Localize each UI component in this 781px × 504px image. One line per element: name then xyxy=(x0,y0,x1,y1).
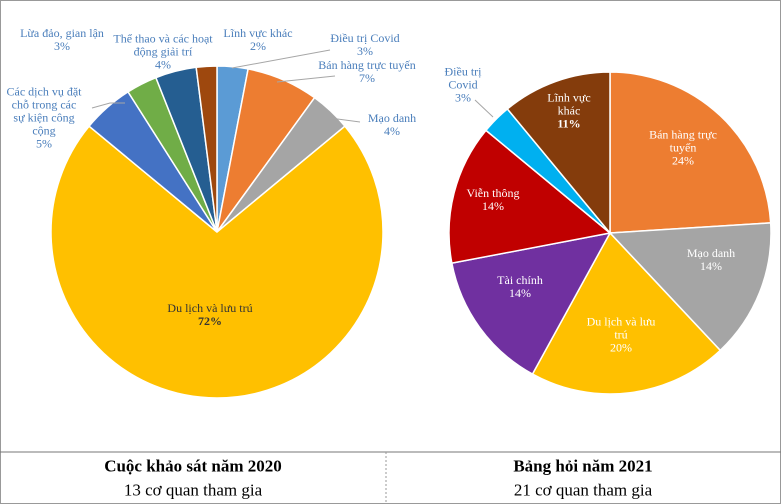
category-label: Bán hàng trực tuyến xyxy=(649,127,717,155)
leader-line xyxy=(91,102,125,109)
category-label: Lừa đảo, gian lận xyxy=(20,26,104,40)
leader-line xyxy=(329,117,361,123)
slice-label: Thể thao và các hoạt động giải trí 4% xyxy=(108,31,218,72)
caption-title: Cuộc khảo sát năm 2020 xyxy=(104,456,282,476)
value-label: 14% xyxy=(509,286,531,300)
category-label: Mạo danh xyxy=(367,111,417,125)
pie-slice xyxy=(450,231,612,376)
value-label: 14% xyxy=(482,199,504,213)
slice-label: Điều trị Covid 3% xyxy=(438,64,488,105)
slice-label: Điều trị Covid 3% xyxy=(310,32,420,58)
leader-lines xyxy=(91,49,494,123)
category-label: Thể thao và các hoạt động giải trí xyxy=(113,31,213,59)
slice-label: Các dịch vụ đặt chỗ trong các sự kiện cô… xyxy=(5,84,83,151)
pie-slice xyxy=(608,222,772,352)
value-label: 7% xyxy=(359,71,375,85)
category-label: Du lịch và lưu trú xyxy=(586,314,656,342)
value-label: 4% xyxy=(155,57,171,72)
value-label: 11% xyxy=(557,116,581,131)
pie-slice xyxy=(531,231,722,395)
value-label: 3% xyxy=(357,44,373,58)
category-label: Bán hàng trực tuyến xyxy=(318,58,416,72)
caption-subtitle: 13 cơ quan tham gia xyxy=(123,480,263,500)
pie-slice xyxy=(50,125,384,399)
slice-label: Bán hàng trực tuyến 24% xyxy=(638,127,728,168)
pie xyxy=(50,65,384,399)
slice-label: Du lịch và lưu trú 20% xyxy=(586,314,656,355)
value-label: 2% xyxy=(250,39,266,53)
value-label: 3% xyxy=(455,90,471,105)
category-label: Mạo danh xyxy=(686,246,736,260)
pie-slice xyxy=(448,129,612,265)
slice-label: Bán hàng trực tuyến 7% xyxy=(307,59,427,85)
slice-label: Tài chính 14% xyxy=(485,274,555,300)
pie-slice xyxy=(506,71,611,236)
slice-label: Lừa đảo, gian lận 3% xyxy=(17,27,107,53)
value-label: 20% xyxy=(610,340,632,355)
pie-slice xyxy=(609,71,772,234)
pie xyxy=(448,71,772,395)
category-label: Lĩnh vực khác xyxy=(547,90,591,118)
value-label: 4% xyxy=(384,124,400,138)
category-label: Điều trị Covid xyxy=(444,64,482,92)
slice-label: Viễn thông 14% xyxy=(458,187,528,213)
slice-label: Lĩnh vực khác 2% xyxy=(213,27,303,53)
slice-label: Du lịch và lưu trú 72% xyxy=(165,302,255,328)
category-label: Các dịch vụ đặt chỗ trong các sự kiện cô… xyxy=(6,84,82,138)
category-label: Du lịch và lưu trú xyxy=(167,301,253,315)
category-label: Điều trị Covid xyxy=(330,31,400,45)
slice-label: Mạo danh 14% xyxy=(676,247,746,273)
slice-label: Mạo danh 4% xyxy=(362,112,422,138)
category-label: Lĩnh vực khác xyxy=(223,26,293,40)
category-label: Tài chính xyxy=(497,273,543,287)
value-label: 3% xyxy=(54,39,70,53)
value-label: 24% xyxy=(672,153,694,168)
leader-line xyxy=(231,49,331,69)
caption-title: Bảng hỏi năm 2021 xyxy=(513,456,653,476)
leader-line xyxy=(474,99,494,118)
pie-slice xyxy=(195,65,218,233)
value-label: 72% xyxy=(198,314,222,328)
leader-line xyxy=(276,75,336,83)
value-label: 5% xyxy=(36,136,52,151)
caption-subtitle: 21 cơ quan tham gia xyxy=(513,480,653,500)
value-label: 14% xyxy=(700,259,722,273)
slice-label: Lĩnh vực khác 11% xyxy=(539,90,599,131)
category-label: Viễn thông xyxy=(466,186,520,200)
